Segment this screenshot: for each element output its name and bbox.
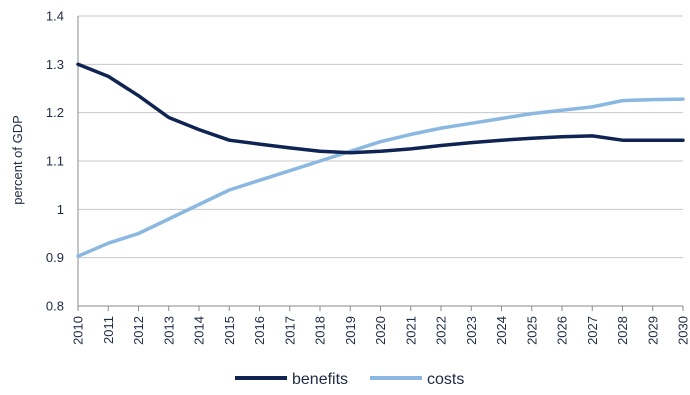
series-lines (78, 64, 683, 256)
y-tick-label: 1.1 (46, 154, 64, 169)
y-tick-label: 1.3 (46, 57, 64, 72)
y-tick-label: 0.9 (46, 250, 64, 265)
x-tick-label: 2017 (282, 316, 297, 345)
x-tick-label: 2010 (71, 316, 86, 345)
x-tick-label: 2029 (645, 316, 660, 345)
x-tick-label: 2026 (555, 316, 570, 345)
x-tick-label: 2022 (434, 316, 449, 345)
x-tick-label: 2030 (676, 316, 690, 345)
x-tick-label: 2013 (161, 316, 176, 345)
axes (78, 16, 683, 311)
x-tick-label: 2018 (313, 316, 328, 345)
x-tick-label: 2019 (343, 316, 358, 345)
x-tick-label: 2015 (222, 316, 237, 345)
x-tick-label: 2024 (494, 316, 509, 345)
y-tick-label: 1.4 (46, 9, 64, 24)
y-tick-label: 1.2 (46, 105, 64, 120)
tick-labels: 0.8 0.9 1 1.1 1.2 1.3 1.4 2010 2011 2012 2013 2014 2… (46, 9, 690, 345)
y-tick-label: 1 (57, 202, 64, 217)
x-tick-label: 2011 (101, 316, 116, 344)
x-tick-label: 2020 (373, 316, 388, 345)
y-axis-title: percent of GDP (10, 115, 25, 205)
legend-label-benefits: benefits (292, 371, 348, 388)
x-tick-label: 2014 (192, 316, 207, 345)
legend-label-costs: costs (427, 371, 464, 388)
legend: benefits costs (235, 371, 464, 388)
x-tick-label: 2027 (585, 316, 600, 345)
x-tick-label: 2025 (524, 316, 539, 345)
x-tick-label: 2028 (615, 316, 630, 345)
x-tick-label: 2016 (252, 316, 267, 345)
x-tick-label: 2021 (403, 316, 418, 345)
x-tick-label: 2023 (464, 316, 479, 345)
x-tick-label: 2012 (131, 316, 146, 345)
series-line-costs (78, 99, 683, 256)
y-tick-label: 0.8 (46, 299, 64, 314)
